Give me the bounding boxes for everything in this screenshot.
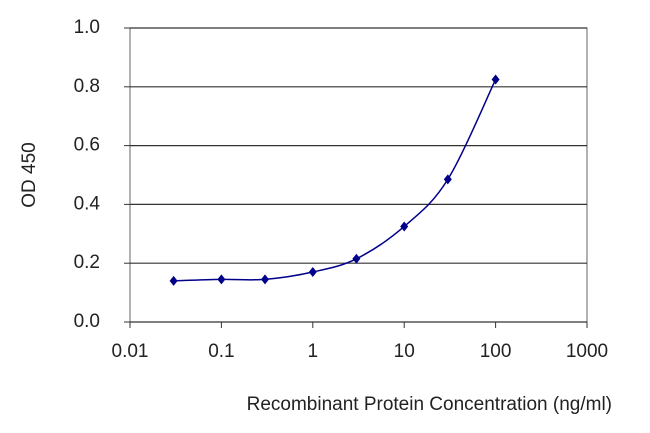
data-point <box>261 274 270 285</box>
y-tick-label: 0.4 <box>74 193 101 214</box>
data-point <box>443 174 452 185</box>
data-point <box>352 253 361 264</box>
plot-area <box>129 27 588 323</box>
y-tick-label: 0.8 <box>74 76 100 97</box>
data-point <box>308 267 317 278</box>
y-tick-label: 0.6 <box>74 135 100 156</box>
y-tick-label: 0.2 <box>74 252 100 273</box>
data-point <box>491 74 500 85</box>
x-tick-label: 10 <box>394 341 415 362</box>
data-point <box>169 275 178 286</box>
y-tick-label: 1.0 <box>74 17 100 38</box>
data-point <box>217 274 226 285</box>
x-tick-label: 1 <box>308 341 319 362</box>
data-point <box>400 221 409 232</box>
x-tick-label: 100 <box>480 341 512 362</box>
y-axis-label: OD 450 <box>19 142 40 207</box>
x-tick-label: 1000 <box>566 341 608 362</box>
x-tick-label: 0.01 <box>112 341 149 362</box>
y-tick-label: 0.0 <box>74 311 100 332</box>
x-tick-label: 0.1 <box>208 341 234 362</box>
x-axis-label: Recombinant Protein Concentration (ng/ml… <box>247 394 612 415</box>
